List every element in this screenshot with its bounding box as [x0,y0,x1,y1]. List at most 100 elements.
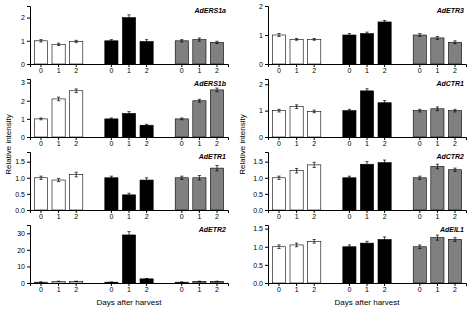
panel: 012012012012AdCTR1 [259,80,466,148]
y-tick-mark [27,83,30,84]
error-cap [110,282,113,283]
error-cap [313,112,316,113]
y-tick-mark [27,101,30,102]
x-axis: 012012012 [269,137,467,147]
error-line [455,168,456,171]
error-cap [348,109,351,110]
bar [210,42,223,64]
error-line [349,34,350,37]
error-cap [436,110,439,111]
error-line [314,240,315,244]
error-cap [75,172,78,173]
y-axis: 012 [259,80,268,141]
error-cap [313,110,316,111]
y-tick-mark [27,41,30,42]
error-cap [180,282,183,283]
x-axis: 012012012 [269,210,467,220]
error-cap [57,181,60,182]
x-tick-label: 2 [74,140,78,147]
plot-area [34,88,223,137]
y-tick: 2 [21,14,30,21]
error-cap [180,39,183,40]
error-cap [198,180,201,181]
x-tick-label: 2 [145,286,149,293]
error-bar [75,89,78,93]
y-tick-mark [27,137,30,138]
y-tick-label: 0.5 [15,191,25,198]
x-tick: 2 [145,283,149,293]
y-tick-mark [265,35,268,36]
y-tick: 1.5 [15,158,30,165]
x-tick-label: 1 [295,140,299,147]
error-cap [295,108,298,109]
x-tick-label: 1 [127,67,131,74]
x-tick: 2 [145,64,149,74]
bar [140,180,153,210]
error-line [367,241,368,245]
bar [70,175,83,210]
error-bar [39,176,42,179]
error-line [129,193,130,196]
error-cap [295,104,298,105]
error-bar [436,235,439,240]
error-bar [365,241,368,245]
x-tick: 1 [57,283,61,293]
bar [413,247,426,283]
y-tick: 30 [17,230,30,237]
y-tick-label: 2 [259,81,263,88]
bar [210,168,223,210]
y-tick-label: 30 [17,230,25,237]
y-tick-mark [265,111,268,112]
x-tick-label: 2 [312,140,316,147]
x-tick: 0 [39,210,43,220]
error-cap [215,281,218,282]
error-cap [75,281,78,282]
error-bar [110,118,113,120]
error-line [419,176,420,179]
bar [431,38,444,64]
error-cap [436,36,439,37]
error-cap [110,39,113,40]
error-bar [383,237,386,242]
error-line [349,109,350,112]
error-cap [39,179,42,180]
error-cap [365,32,368,33]
bar [448,170,461,210]
error-cap [313,243,316,244]
error-cap [313,162,316,163]
error-cap [75,40,78,41]
x-tick: 0 [39,137,43,147]
y-tick-label: 1.5 [253,158,263,165]
y-tick: 0 [259,61,268,68]
y-tick-mark [27,194,30,195]
error-cap [145,278,148,279]
x-tick: 2 [312,137,316,147]
error-line [437,36,438,39]
y-tick-mark [27,210,30,211]
error-cap [277,111,280,112]
y-tick: 1 [21,116,30,123]
error-cap [39,176,42,177]
x-axis: 012012012 [31,64,229,74]
error-bar [436,164,439,169]
error-cap [198,102,201,103]
error-line [76,172,77,177]
x-tick-label: 1 [365,286,369,293]
x-tick-label: 0 [39,213,43,220]
error-bar [110,176,113,179]
error-cap [295,246,298,247]
error-cap [418,248,421,249]
y-tick-mark [27,283,30,284]
x-tick: 2 [215,210,219,220]
x-tick-label: 2 [215,67,219,74]
x-tick: 1 [197,137,201,147]
error-bar [365,162,368,167]
error-bar [39,118,42,120]
error-cap [127,196,130,197]
x-tick: 2 [383,283,387,293]
bar [360,91,373,137]
x-axis: 012012012 [31,283,229,293]
bar [343,35,356,64]
x-tick-label: 1 [127,140,131,147]
error-bar [277,109,280,112]
